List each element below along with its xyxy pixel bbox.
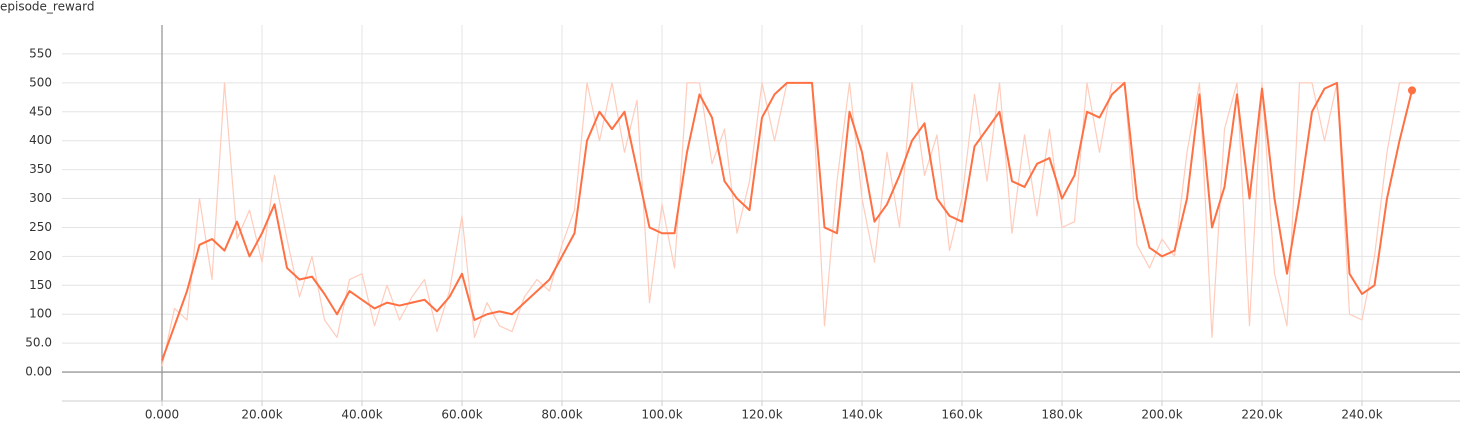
chart-title: episode_reward xyxy=(0,0,95,14)
y-tick-label: 300 xyxy=(29,191,52,205)
y-tick-label: 450 xyxy=(29,104,52,118)
y-tick-label: 50.0 xyxy=(25,336,52,350)
x-tick-label: 200.0k xyxy=(1141,408,1182,422)
x-tick-label: 80.00k xyxy=(541,408,582,422)
data-line xyxy=(161,81,1413,361)
y-tick-label: 100 xyxy=(29,307,52,321)
x-tick-label: 100.0k xyxy=(641,408,682,422)
end-point xyxy=(1408,86,1416,95)
y-tick-label: 350 xyxy=(29,162,52,176)
data-line xyxy=(161,82,1412,367)
x-tick-label: 120.0k xyxy=(741,408,782,422)
y-tick-label: 200 xyxy=(29,249,52,263)
x-tick-label: 220.0k xyxy=(1241,408,1282,422)
x-tick-label: 240.0k xyxy=(1341,408,1382,422)
y-tick-label: 150 xyxy=(29,278,52,292)
x-tick-label: 140.0k xyxy=(841,408,882,422)
x-tick-label: 40.00k xyxy=(341,408,382,422)
x-tick-label: 180.0k xyxy=(1041,408,1082,422)
y-tick-label: 500 xyxy=(29,75,52,89)
y-tick-label: 0.00 xyxy=(25,365,52,379)
x-tick-label: 60.00k xyxy=(441,408,482,422)
y-tick-label: 550 xyxy=(29,46,52,60)
x-tick-label: 160.0k xyxy=(941,408,982,422)
x-tick-label: 20.00k xyxy=(241,408,282,422)
x-tick-label: 0.000 xyxy=(145,408,179,422)
y-tick-label: 250 xyxy=(29,220,52,234)
y-tick-label: 400 xyxy=(29,133,52,147)
